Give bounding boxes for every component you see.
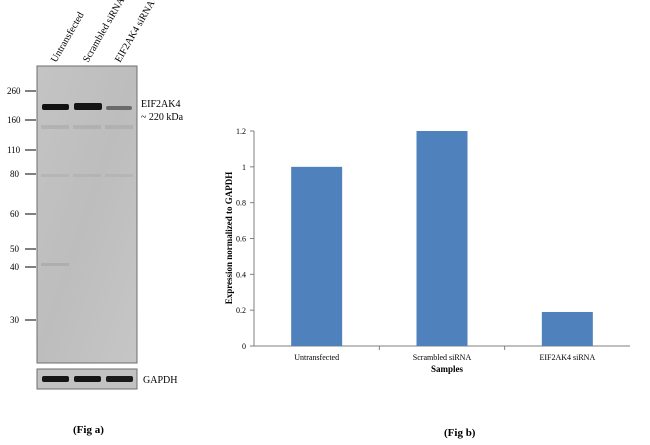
mw-marker-label: 50 — [10, 244, 20, 254]
mw-marker-label: 80 — [10, 169, 20, 179]
bar-chart-panel: 0 0.2 0.4 0.6 0.8 1 1.2 Untransfected Scrambled… — [224, 127, 630, 439]
lane-label-1: Untransfected — [49, 10, 87, 64]
mw-marker-label: 60 — [10, 209, 20, 219]
loading-control-label: GAPDH — [143, 375, 177, 386]
y-tick-label: 0.6 — [236, 235, 246, 244]
mw-marker-label: 260 — [7, 86, 21, 96]
bar — [291, 166, 343, 346]
blot-faint-band — [73, 125, 101, 129]
x-tick-label: Scrambled siRNA — [413, 353, 472, 362]
y-tick-label: 0.8 — [236, 199, 246, 208]
target-label: EIF2AK4 — [141, 99, 180, 110]
mw-marker-group: 260 160 110 80 60 50 40 30 — [7, 86, 36, 325]
x-tick-label: Untransfected — [294, 353, 339, 362]
mw-marker-label: 40 — [10, 262, 20, 272]
y-tick-label: 0.4 — [236, 270, 246, 279]
x-axis-title: Samples — [431, 364, 464, 374]
y-tick-label: 0 — [242, 342, 246, 351]
y-tick-group: 0 0.2 0.4 0.6 0.8 1 1.2 — [236, 127, 254, 351]
y-tick-label: 0.2 — [236, 306, 246, 315]
blot-faint-band — [105, 174, 133, 177]
target-band-untransfected — [42, 104, 69, 110]
western-blot-panel: Untransfected Scrambled siRNA EIF2AK4 si… — [7, 0, 184, 436]
bar — [541, 311, 593, 346]
gapdh-band-scrambled — [74, 376, 101, 382]
mw-marker-label: 30 — [10, 315, 20, 325]
bar-group — [291, 131, 593, 346]
gapdh-band-knockdown — [106, 376, 133, 382]
target-band-scrambled — [74, 103, 102, 110]
x-tick-label: EIF2AK4 siRNA — [539, 353, 595, 362]
blot-faint-band — [41, 125, 69, 129]
blot-faint-band — [41, 174, 69, 177]
target-band-knockdown — [106, 106, 132, 110]
fig-b-caption: (Fig b) — [444, 427, 476, 439]
y-tick-label: 1 — [242, 163, 246, 172]
bar — [416, 131, 468, 346]
mw-marker-label: 110 — [7, 145, 21, 155]
x-tick-group: Untransfected Scrambled siRNA EIF2AK4 siRN… — [294, 346, 595, 362]
y-axis-title: Expression normalized to GAPDH — [224, 172, 234, 305]
blot-faint-band — [41, 263, 69, 266]
gapdh-band-untransfected — [42, 376, 69, 382]
fig-a-caption: (Fig a) — [73, 424, 104, 436]
mw-marker-label: 160 — [7, 115, 21, 125]
target-size-label: ~ 220 kDa — [141, 112, 184, 123]
blot-faint-band — [73, 174, 101, 177]
blot-faint-band — [105, 125, 133, 129]
y-tick-label: 1.2 — [236, 127, 246, 136]
blot-membrane — [36, 65, 138, 364]
